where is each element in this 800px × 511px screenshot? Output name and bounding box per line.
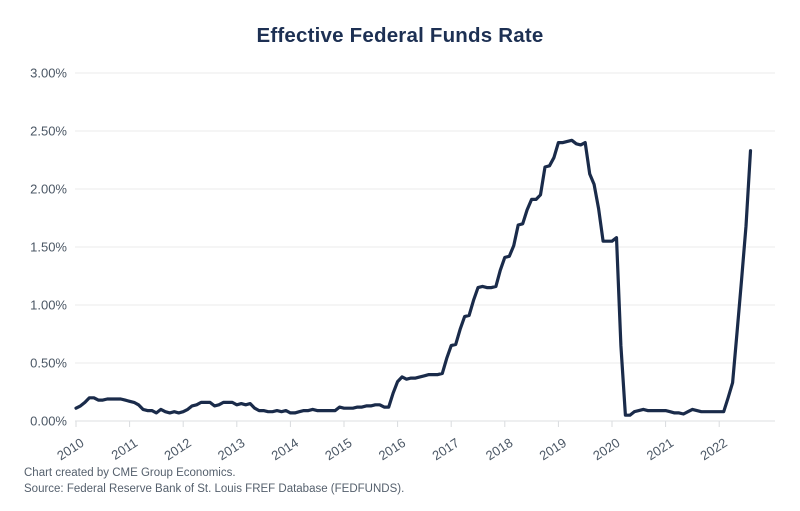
chart-footer: Chart created by CME Group Economics. So… <box>24 466 404 497</box>
fedfunds-line-series <box>74 138 753 417</box>
y-axis-label: 3.00% <box>30 66 67 81</box>
x-axis-label: 2011 <box>109 435 141 463</box>
y-axis-label: 2.00% <box>30 182 67 197</box>
x-axis-label: 2022 <box>697 435 729 463</box>
x-axis-label: 2010 <box>54 435 86 463</box>
x-axis-label: 2012 <box>161 435 193 463</box>
x-axis-label: 2019 <box>537 435 569 463</box>
x-axis-label: 2016 <box>376 435 408 463</box>
x-axis-label: 2017 <box>429 435 461 463</box>
y-axis-label: 1.00% <box>30 298 67 313</box>
y-axis-label: 0.50% <box>30 356 67 371</box>
x-axis-label: 2021 <box>644 435 676 463</box>
x-axis-label: 2015 <box>322 435 354 463</box>
y-axis-label: 0.00% <box>30 414 67 429</box>
x-axis-label: 2020 <box>590 435 622 463</box>
y-axis-label: 2.50% <box>30 124 67 139</box>
y-axis-label: 1.50% <box>30 240 67 255</box>
x-axis-label: 2018 <box>483 435 515 463</box>
chart-title: Effective Federal Funds Rate <box>256 24 544 47</box>
footer-credit-line: Chart created by CME Group Economics. <box>24 467 236 479</box>
x-axis-label: 2013 <box>215 435 247 463</box>
footer-source-line: Source: Federal Reserve Bank of St. Loui… <box>24 482 405 495</box>
x-axis-label: 2014 <box>269 435 301 463</box>
